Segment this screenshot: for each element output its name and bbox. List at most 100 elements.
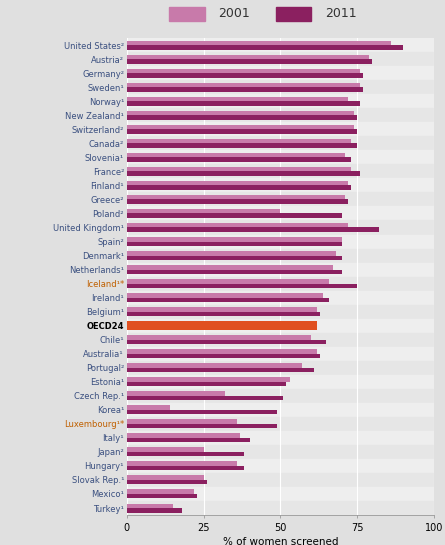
Bar: [127, 431, 434, 445]
Bar: [127, 459, 434, 473]
Bar: [127, 375, 434, 389]
Bar: [127, 361, 434, 375]
Bar: [127, 150, 434, 165]
Bar: [127, 487, 434, 501]
Bar: [127, 321, 317, 326]
Bar: [127, 377, 290, 382]
Bar: [127, 368, 314, 372]
Bar: [127, 249, 434, 263]
Bar: [127, 66, 434, 80]
Bar: [127, 319, 434, 332]
Bar: [127, 94, 434, 108]
Bar: [127, 165, 434, 178]
Bar: [127, 38, 434, 52]
Text: 2011: 2011: [325, 7, 356, 20]
Bar: [127, 433, 240, 438]
Bar: [127, 45, 403, 50]
Bar: [127, 475, 203, 480]
Bar: [127, 209, 280, 214]
Bar: [127, 364, 302, 368]
Bar: [127, 158, 351, 162]
Bar: [127, 417, 434, 431]
Bar: [127, 382, 287, 386]
Bar: [127, 227, 379, 232]
Bar: [127, 424, 277, 428]
Bar: [127, 178, 434, 192]
Bar: [127, 129, 357, 134]
Bar: [127, 139, 351, 143]
Bar: [127, 207, 434, 221]
Bar: [127, 143, 357, 148]
Bar: [127, 283, 357, 288]
Bar: [127, 419, 237, 424]
Bar: [127, 80, 434, 94]
Bar: [127, 335, 311, 340]
Bar: [127, 340, 327, 344]
Bar: [127, 494, 198, 499]
Bar: [127, 473, 434, 487]
Text: 2001: 2001: [218, 7, 250, 20]
Bar: [127, 136, 434, 150]
Bar: [127, 489, 194, 494]
Bar: [127, 125, 354, 129]
Bar: [127, 59, 372, 64]
Bar: [127, 305, 434, 319]
Bar: [127, 410, 277, 414]
Bar: [127, 234, 434, 249]
Bar: [127, 452, 243, 456]
Bar: [127, 214, 342, 218]
Bar: [127, 293, 324, 298]
Bar: [127, 332, 434, 347]
Bar: [127, 171, 360, 176]
Bar: [127, 265, 332, 270]
Bar: [127, 237, 342, 241]
Bar: [127, 504, 173, 508]
Bar: [169, 7, 205, 21]
Bar: [127, 69, 360, 73]
Bar: [127, 251, 336, 256]
Bar: [127, 195, 345, 199]
Bar: [127, 276, 434, 290]
Bar: [127, 349, 317, 354]
Bar: [127, 41, 391, 45]
Bar: [127, 354, 320, 358]
Bar: [127, 108, 434, 122]
Bar: [127, 270, 342, 274]
Bar: [127, 403, 434, 417]
Bar: [276, 7, 311, 21]
Bar: [127, 122, 434, 136]
Bar: [127, 101, 360, 106]
Bar: [127, 438, 250, 443]
Bar: [127, 167, 351, 171]
Bar: [127, 97, 348, 101]
Bar: [127, 326, 317, 330]
Bar: [127, 52, 434, 66]
Bar: [127, 501, 434, 515]
Bar: [127, 391, 225, 396]
Bar: [127, 111, 354, 116]
Bar: [127, 445, 434, 459]
Bar: [127, 347, 434, 361]
Bar: [127, 290, 434, 305]
Bar: [127, 466, 243, 470]
Bar: [127, 241, 342, 246]
Bar: [127, 54, 369, 59]
Bar: [127, 116, 357, 120]
Bar: [127, 298, 329, 302]
Bar: [127, 256, 342, 260]
Bar: [127, 83, 360, 87]
Bar: [127, 181, 348, 185]
Bar: [127, 447, 203, 452]
X-axis label: % of women screened: % of women screened: [222, 537, 338, 545]
Bar: [127, 307, 317, 312]
Bar: [127, 396, 283, 400]
Bar: [127, 480, 206, 485]
Bar: [127, 389, 434, 403]
Bar: [127, 153, 345, 158]
Bar: [127, 185, 351, 190]
Bar: [127, 263, 434, 277]
Bar: [127, 192, 434, 207]
Bar: [127, 279, 329, 283]
Bar: [127, 462, 237, 466]
Bar: [127, 73, 363, 78]
